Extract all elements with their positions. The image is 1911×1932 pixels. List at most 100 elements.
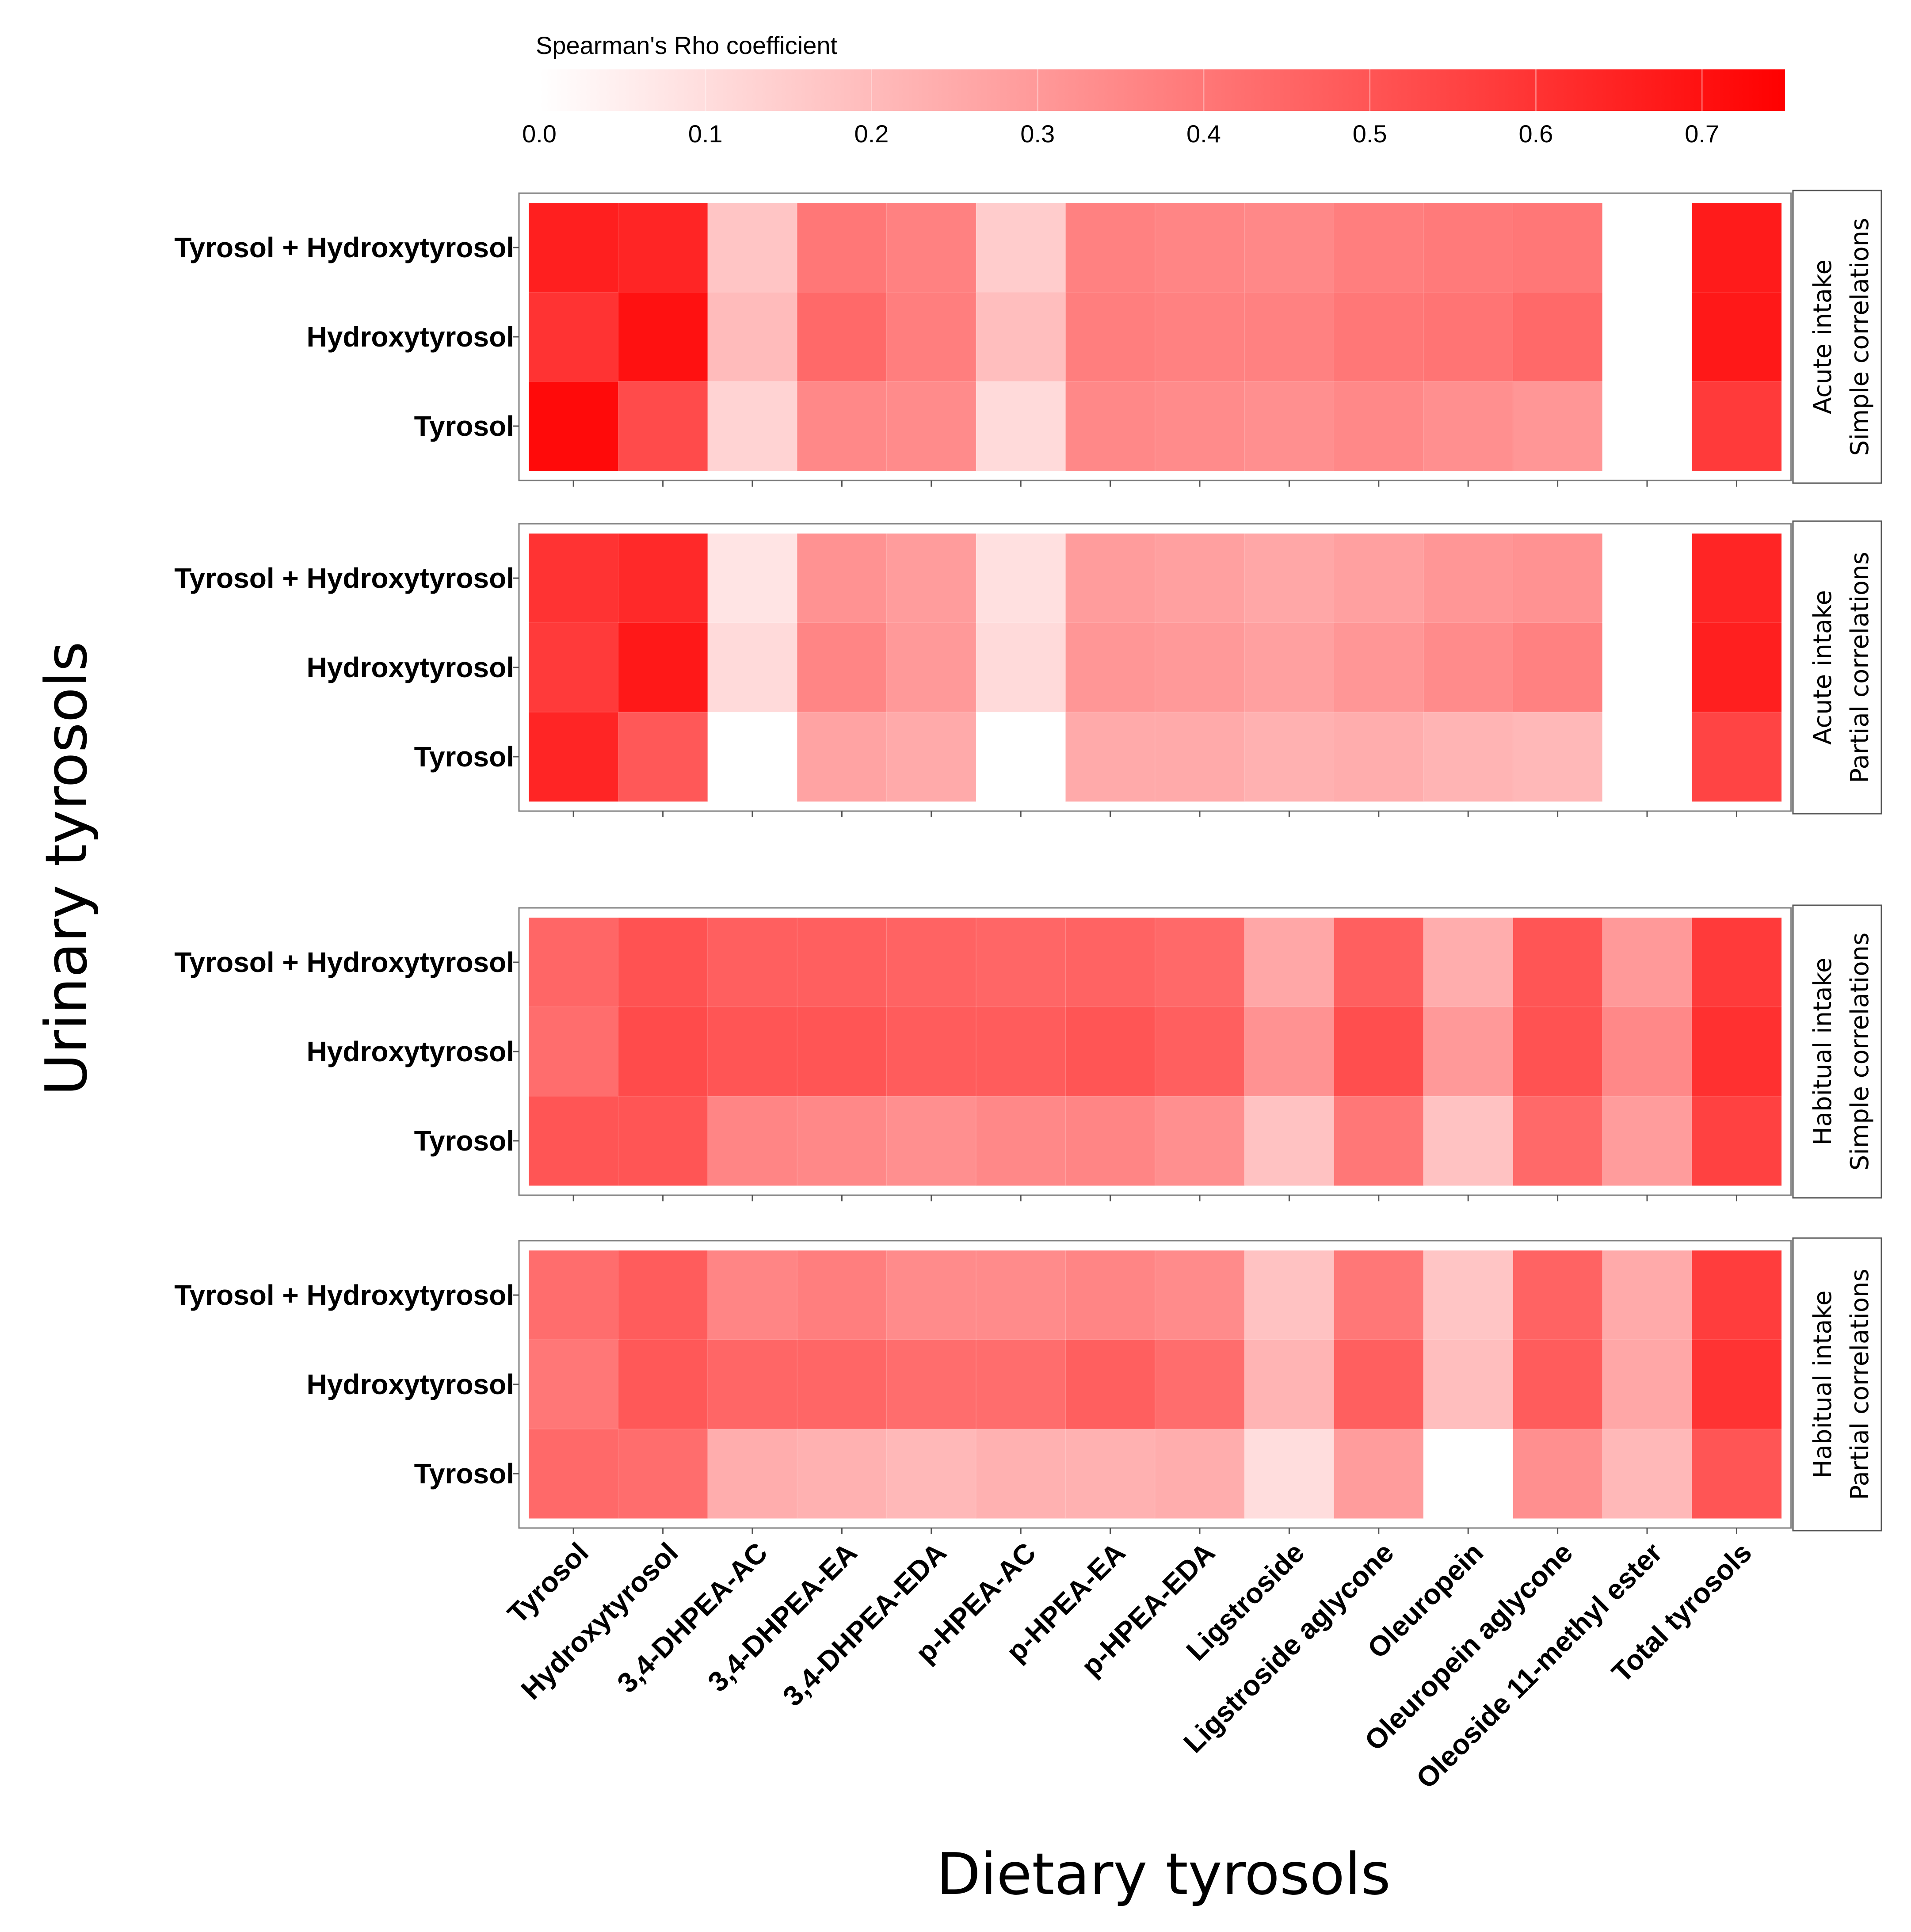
heatmap-panel: Tyrosol + Hydroxytyrosol Hydroxytyrosol Ty… [174,520,1882,817]
heatmap-cell [1602,1250,1693,1341]
heatmap-cell [1691,1429,1782,1519]
heatmap-cell [976,917,1066,1008]
heatmap-cell [976,1339,1066,1430]
facet-strip-line: Partial correlations [1846,1269,1874,1500]
heatmap-cell [1244,1339,1335,1430]
heatmap-cell [797,1096,887,1186]
heatmap-cell [1602,381,1693,472]
heatmap-cell [707,292,798,382]
row-label: Hydroxytyrosol [307,1036,514,1067]
heatmap-cell [1155,381,1245,472]
heatmap-cell [1244,1096,1335,1186]
heatmap-cell [1423,292,1514,382]
facet-strip [1792,1237,1882,1532]
heatmap-cell [707,1339,798,1430]
heatmap-cell [707,917,798,1008]
heatmap-cell [1065,917,1156,1008]
heatmap-cell [528,1096,619,1186]
heatmap-cell [1065,1096,1156,1186]
x-axis-labels: TyrosolHydroxytyrosol3,4-DHPEA-AC3,4-DHP… [501,1536,1758,1795]
facet-strip-line: Partial correlations [1846,552,1874,783]
heatmap-cell [618,917,708,1008]
heatmap-cell [797,1250,887,1341]
facet-strip-label: Acute intake Partial correlations [1808,552,1874,783]
heatmap-cell [797,917,887,1008]
heatmap-cell [1334,202,1424,293]
heatmap-cell [618,1339,708,1430]
column-label: Tyrosol [501,1536,595,1630]
heatmap-cell [528,292,619,382]
legend-ticks: 0.0 0.1 0.2 0.3 0.4 0.5 0.6 0.7 [522,69,1719,148]
heatmap-cell [707,1429,798,1519]
heatmap-cell [1423,712,1514,802]
heatmap-cell [1512,1339,1603,1430]
heatmap-cell [1512,1250,1603,1341]
heatmap-cell [886,533,977,624]
heatmap-cell [1602,1006,1693,1097]
legend-tick-label: 0.4 [1186,120,1221,148]
heatmap-cell [1065,1339,1156,1430]
heatmap-cell [528,533,619,624]
legend-tick-label: 0.6 [1518,120,1553,148]
legend-tick-label: 0.7 [1685,120,1719,148]
heatmap-cell [1155,917,1245,1008]
x-axis-title: Dietary tyrosols [936,1841,1391,1908]
heatmap-panels: Tyrosol + Hydroxytyrosol Hydroxytyrosol Ty… [174,190,1882,1534]
heatmap-cell [1423,533,1514,624]
heatmap-cell [528,917,619,1008]
facet-strip-line: Habitual intake [1808,958,1837,1146]
heatmap-cell [1512,381,1603,472]
heatmap-cell [1602,202,1693,293]
heatmap-cell [886,917,977,1008]
heatmap-cell [1065,622,1156,713]
legend-color-bar [539,69,1785,111]
heatmap-cell [1244,1250,1335,1341]
facet-strip-label: Acute intake Simple correlations [1808,218,1874,456]
heatmap-cell [1602,1096,1693,1186]
heatmap-cell [528,202,619,293]
heatmap-cell [618,1096,708,1186]
heatmap-cell [1423,381,1514,472]
heatmap-cell [1244,1429,1335,1519]
row-label: Tyrosol [414,741,514,773]
heatmap-cell [976,292,1066,382]
heatmap-cell [1423,202,1514,293]
heatmap-cell [618,1250,708,1341]
row-label: Tyrosol [414,1458,514,1490]
heatmap-cell [1155,292,1245,382]
heatmap-cell [1602,533,1693,624]
heatmap-cell [1244,1006,1335,1097]
heatmap-cell [1155,202,1245,293]
heatmap-cell [1065,1006,1156,1097]
heatmap-cell [707,1006,798,1097]
heatmap-cell [1423,1339,1514,1430]
heatmap-cell [707,202,798,293]
heatmap-cell [618,1006,708,1097]
heatmap-cell [886,1250,977,1341]
facet-strip [1792,190,1882,484]
heatmap-cell [1155,1339,1245,1430]
heatmap-cell [886,622,977,713]
heatmap-cell [1691,1339,1782,1430]
heatmap-cell [1334,292,1424,382]
heatmap-cell [528,1429,619,1519]
heatmap-cell [618,292,708,382]
row-label: Tyrosol + Hydroxytyrosol [174,562,514,594]
column-label: 3,4-DHPEA-AC [611,1536,774,1699]
facet-strip-line: Simple correlations [1846,933,1874,1171]
heatmap-cell [1334,1006,1424,1097]
column-label: 3,4-DHPEA-EA [702,1536,863,1698]
row-label: Hydroxytyrosol [307,321,514,353]
heatmap-cell [707,622,798,713]
row-label: Tyrosol + Hydroxytyrosol [174,1279,514,1311]
heatmap-cell [1334,1339,1424,1430]
heatmap-cell [976,712,1066,802]
heatmap-cell [886,1339,977,1430]
heatmap-cell [1691,712,1782,802]
heatmap-cell [976,381,1066,472]
heatmap-cell [1423,917,1514,1008]
heatmap-panel: Tyrosol + Hydroxytyrosol Hydroxytyrosol Ty… [174,904,1882,1201]
heatmap-cell [1065,292,1156,382]
heatmap-cell [707,1096,798,1186]
heatmap-cell [797,1339,887,1430]
